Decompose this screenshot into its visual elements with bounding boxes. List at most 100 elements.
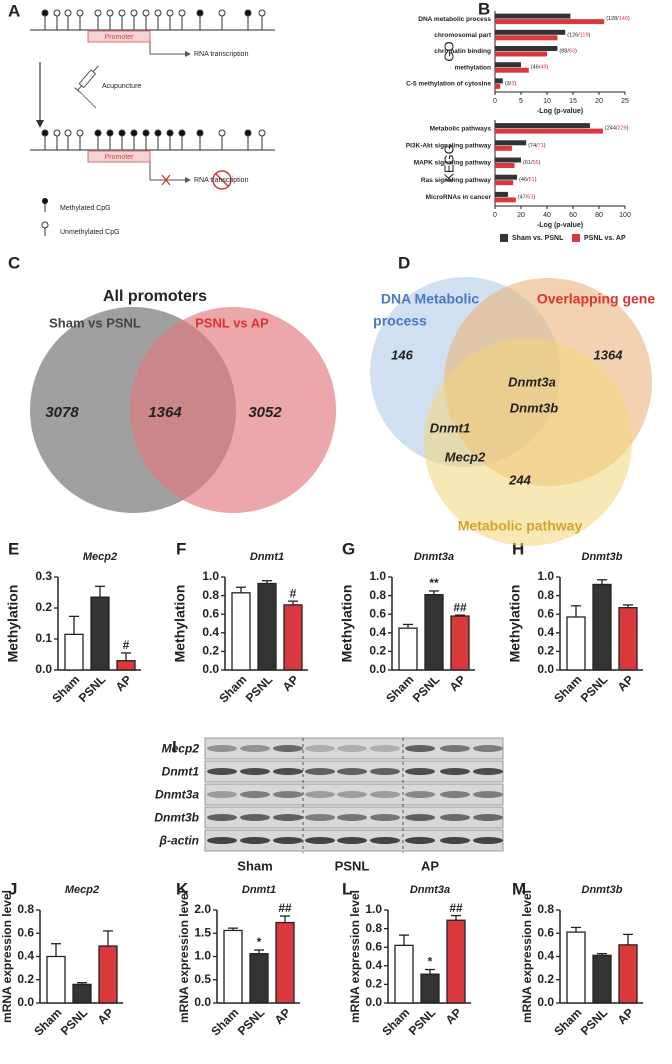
axis-group-label: GO xyxy=(441,41,456,61)
y-tick-label: 0.2 xyxy=(537,972,554,986)
x-tick-label: Sham xyxy=(379,1005,412,1038)
category-label: MicroRNAs in cancer xyxy=(426,194,492,201)
unmethylated-cpg xyxy=(166,9,174,17)
venn-set-label: Metabolic pathway xyxy=(458,518,583,534)
y-tick-label: 0.8 xyxy=(202,588,219,602)
count-part: ) xyxy=(575,49,577,55)
legend-label: Sham vs. PSNL xyxy=(512,235,564,242)
x-axis-title: -Log (p-value) xyxy=(537,222,583,229)
x-tick-label: PSNL xyxy=(578,1005,611,1038)
venn-set-label: Sham vs PSNL xyxy=(49,315,141,330)
legend-methylated xyxy=(42,198,48,204)
count-label: (47/53) xyxy=(518,195,536,201)
methylated-cpg xyxy=(130,129,138,137)
x-tick-label: Sham xyxy=(208,1005,241,1038)
bar xyxy=(618,944,638,1004)
venn-set-label: PSNL vs AP xyxy=(195,315,269,330)
blot-band xyxy=(473,814,503,821)
y-tick-label: 0.4 xyxy=(17,949,34,963)
bar xyxy=(495,67,529,73)
x-tick-label: 100 xyxy=(619,212,631,219)
western-blot: Mecp2 Dnmt1 Dnmt3a Dnmt3b β-actin Sham PSNL AP xyxy=(154,737,504,873)
y-tick-label: 0.0 xyxy=(202,662,219,676)
bar xyxy=(495,157,521,163)
y-tick-label: 0.2 xyxy=(365,977,382,991)
bar xyxy=(231,592,251,671)
bar xyxy=(495,29,566,35)
bar xyxy=(618,607,638,671)
count-part: ) xyxy=(544,143,546,149)
blot-band xyxy=(305,745,335,752)
venn-circle xyxy=(130,307,336,513)
y-tick-label: 2.0 xyxy=(194,902,211,916)
blot-band xyxy=(370,745,400,752)
count-part: (126/ xyxy=(567,33,580,39)
unmethylated-cpg xyxy=(76,9,84,17)
promoter-box xyxy=(87,150,151,163)
y-tick-label: 0.3 xyxy=(35,569,52,583)
blot-group-label: PSNL xyxy=(335,858,370,873)
blot-band xyxy=(473,791,503,798)
panel-letter: J xyxy=(8,879,17,898)
y-axis-title: mRNA expression level xyxy=(177,890,191,1023)
panel-letter: K xyxy=(176,879,189,898)
bar xyxy=(495,145,512,151)
methylated-cpg xyxy=(196,129,204,137)
significance-label: ## xyxy=(453,600,467,614)
count-part: (3/ xyxy=(505,81,512,87)
bar xyxy=(566,931,586,1004)
methylated-cpg xyxy=(166,129,174,137)
y-tick-label: 1.0 xyxy=(194,949,211,963)
y-tick-label: 0.8 xyxy=(537,902,554,916)
category-label: C-5 methylation of cytosine xyxy=(406,81,491,88)
panel-letter: C xyxy=(8,253,20,272)
significance-label: * xyxy=(257,935,262,949)
unmethylated-cpg xyxy=(258,129,266,137)
y-tick-label: 0.0 xyxy=(369,662,386,676)
bar xyxy=(592,954,612,1004)
venn-gene: Dnmt3b xyxy=(510,400,558,415)
bar xyxy=(46,955,66,1004)
blot-band xyxy=(405,768,435,775)
x-tick-label: 20 xyxy=(517,212,525,219)
bar xyxy=(592,583,612,671)
y-tick-label: 0.2 xyxy=(369,644,386,658)
blot-band xyxy=(370,814,400,821)
blot-band xyxy=(473,745,503,752)
unmethylated-cpg xyxy=(118,9,126,17)
bar xyxy=(495,140,527,146)
category-label: DNA metabolic process xyxy=(418,16,491,23)
blot-row-label: Dnmt1 xyxy=(162,765,200,779)
methylated-cpg xyxy=(154,129,162,137)
y-tick-label: 0.0 xyxy=(17,995,34,1009)
venn-count: 1364 xyxy=(594,347,624,362)
panel-letter: A xyxy=(8,1,20,20)
x-tick-label: AP xyxy=(615,1005,637,1027)
y-tick-label: 0.0 xyxy=(35,662,52,676)
methylated-cpg xyxy=(118,129,126,137)
bar xyxy=(495,19,605,25)
count-label: (46/51) xyxy=(519,178,537,184)
panel-letter: I xyxy=(172,737,177,756)
arrowhead xyxy=(185,51,191,57)
y-axis-title: Methylation xyxy=(507,585,523,663)
x-tick-label: 5 xyxy=(519,98,523,105)
count-part: 229 xyxy=(617,126,626,132)
blot-band xyxy=(337,837,367,844)
x-axis-title: -Log (p-value) xyxy=(537,108,583,115)
blot-band xyxy=(473,768,503,775)
bar xyxy=(450,615,470,671)
count-part: 53 xyxy=(527,195,533,201)
methylated-cpg xyxy=(244,129,252,137)
acupuncture-label: Acupuncture xyxy=(102,83,141,90)
count-part: 49 xyxy=(540,65,546,71)
unmethylated-cpg xyxy=(258,9,266,17)
y-tick-label: 0.8 xyxy=(537,588,554,602)
rna-label: RNA transcription xyxy=(194,51,249,58)
blot-band xyxy=(405,814,435,821)
count-label: (3/3) xyxy=(505,81,516,87)
block-cross xyxy=(161,174,171,186)
blot-band xyxy=(337,814,367,821)
blot-band xyxy=(405,837,435,844)
